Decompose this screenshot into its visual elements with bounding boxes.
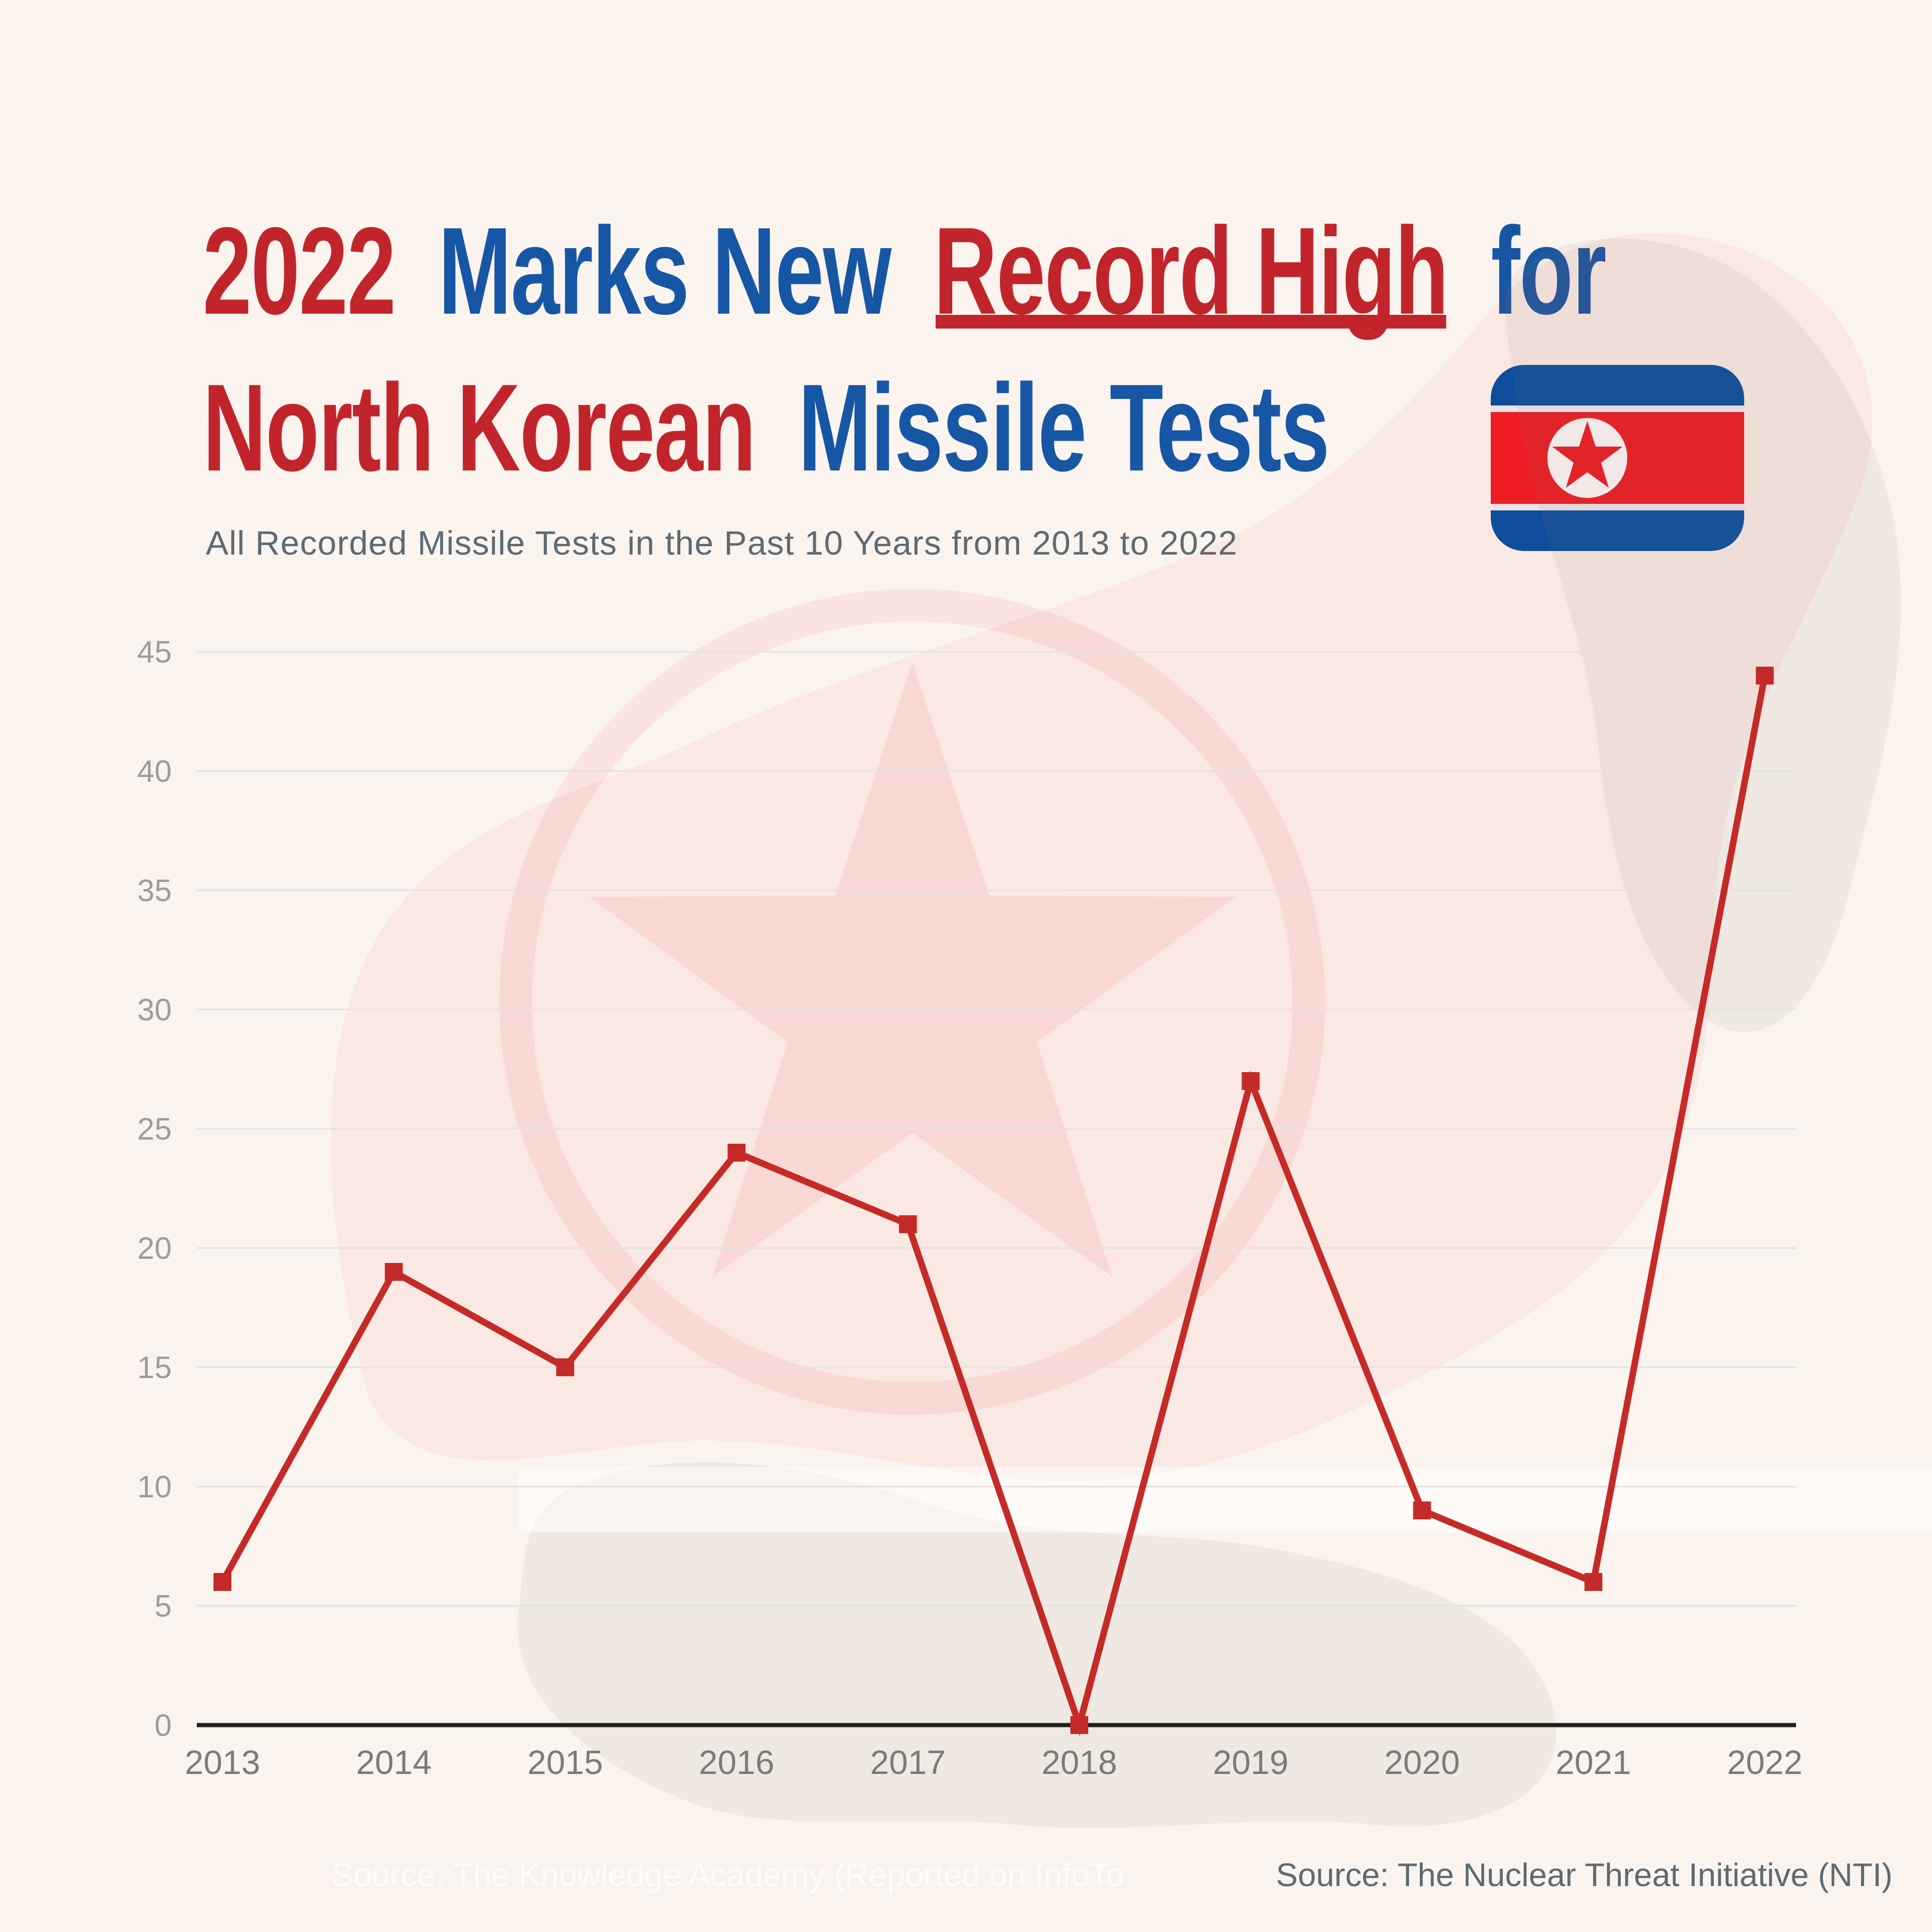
korea-peninsula-watermark <box>331 233 1873 1482</box>
data-point-marker <box>556 1358 574 1376</box>
title-north-korean: North Korean <box>203 359 756 497</box>
data-point-marker <box>385 1263 403 1281</box>
emblem-ring-watermark <box>499 589 1326 1415</box>
x-axis-tick-label: 2022 <box>1727 1744 1803 1782</box>
northeast-landmass-watermark <box>1504 239 1902 1032</box>
x-axis-tick-label: 2015 <box>527 1744 603 1782</box>
title-for: for <box>1491 209 1606 333</box>
source-credit: Source: The Nuclear Threat Initiative (N… <box>1275 1856 1893 1893</box>
data-point-marker <box>1241 1072 1260 1090</box>
title-year-2022: 2022 <box>203 202 396 340</box>
y-axis-tick-label: 30 <box>137 993 172 1027</box>
y-axis-tick-label: 0 <box>154 1708 172 1743</box>
x-axis-tick-label: 2018 <box>1042 1744 1117 1782</box>
y-axis-tick-label: 20 <box>137 1231 172 1266</box>
y-axis-tick-label: 35 <box>137 874 172 908</box>
data-point-marker <box>727 1144 746 1162</box>
subtitle: All Recorded Missile Tests in the Past 1… <box>206 524 1238 562</box>
x-axis-tick-label: 2020 <box>1384 1744 1460 1782</box>
data-point-marker <box>213 1573 231 1591</box>
plot-area: 0 5 10 15 20 25 30 35 40 45 2013 2014 2015 2016 2017 20… <box>137 635 1803 1782</box>
data-point-marker <box>1755 667 1774 685</box>
title-marks-new: Marks New <box>438 202 891 340</box>
x-axis-tick-label: 2019 <box>1213 1744 1289 1782</box>
y-axis-tick-label: 40 <box>137 754 172 789</box>
north-korea-flag-icon <box>1491 365 1744 551</box>
data-point-marker <box>1413 1501 1431 1519</box>
x-axis-tick-label: 2013 <box>185 1744 261 1782</box>
data-point-marker <box>1070 1716 1088 1734</box>
south-landmass-watermark <box>518 1462 1556 1828</box>
pale-band-watermark <box>519 1467 1932 1532</box>
emblem-star-watermark <box>589 662 1236 1277</box>
x-axis-tick-label: 2016 <box>699 1744 775 1782</box>
y-axis-tick-label: 45 <box>137 635 172 670</box>
title-record-high-underlined: Record High <box>933 202 1449 340</box>
data-point-marker <box>899 1215 917 1233</box>
x-axis-tick-label: 2014 <box>356 1744 432 1782</box>
flag-red-star-icon <box>1552 421 1623 488</box>
source-watermark: Source: The Knowledge Academy (Reported … <box>332 1856 1124 1893</box>
x-axis-tick-label: 2017 <box>870 1744 946 1782</box>
data-point-marker <box>1584 1573 1603 1591</box>
x-axis-tick-label: 2021 <box>1556 1744 1631 1782</box>
y-axis-tick-label: 5 <box>154 1589 172 1624</box>
missile-tests-data-line <box>219 674 1769 1736</box>
y-axis-tick-label: 15 <box>137 1351 172 1385</box>
page-title-line-2: North Korean Missile Tests <box>203 359 1330 497</box>
korea-map-watermark <box>331 233 1932 1828</box>
page-title-line-1: 2022 Marks New Record High for <box>203 209 1606 333</box>
title-missile-tests: Missile Tests <box>798 359 1330 497</box>
y-axis-tick-label: 10 <box>137 1470 172 1504</box>
y-axis-tick-label: 25 <box>137 1112 172 1147</box>
